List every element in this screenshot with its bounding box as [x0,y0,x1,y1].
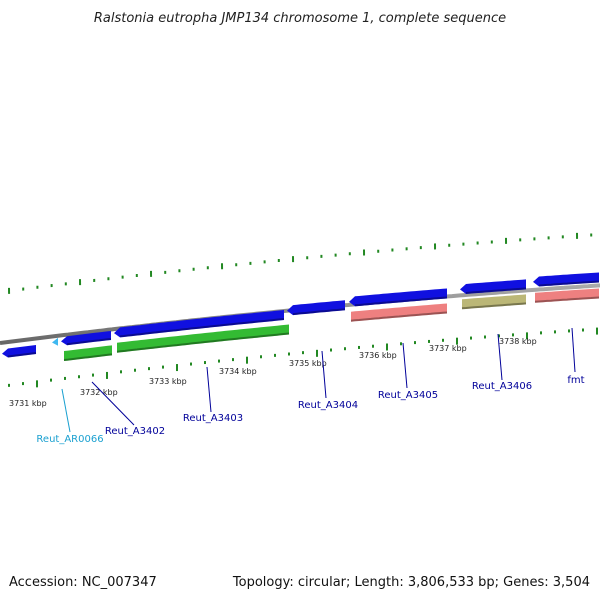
gene-feature-shade [350,311,448,322]
accession-text: Accession: NC_007347 [9,575,157,590]
gene-label-reut-a3403[interactable]: Reut_A3403 [183,413,243,424]
gene-feature[interactable] [460,279,526,294]
ruler-label: 3737 kbp [429,344,467,353]
ruler-label: 3735 kbp [289,359,327,368]
gene-label-reut-a3402[interactable]: Reut_A3402 [105,426,165,437]
ruler-tick-marks [8,327,598,388]
gene-label-reut-a3404[interactable]: Reut_A3404 [298,400,358,411]
gene-feature[interactable] [64,345,112,361]
gene-label-lines [61,327,576,433]
gene-feature[interactable] [349,288,447,307]
gene-feature-shade [461,302,527,310]
gene-feature-shade [66,338,112,346]
ruler-label: 3738 kbp [499,337,537,346]
gene-label-fmt[interactable]: fmt [567,375,584,386]
gene-feature[interactable] [462,294,526,310]
gene-label-reut-ar0066[interactable]: Reut_AR0066 [36,434,103,445]
gene-feature-shade [63,353,113,361]
gene-feature[interactable] [533,272,599,287]
gene-feature[interactable] [351,303,447,322]
gene-feature[interactable] [117,324,289,353]
gene-label-reut-a3405[interactable]: Reut_A3405 [378,390,438,401]
gene-feature[interactable] [114,310,284,338]
gene-feature-shade [119,318,285,338]
ruler-label: 3733 kbp [149,377,187,386]
gene-feature[interactable] [287,300,345,316]
gene-feature[interactable] [2,345,36,358]
ruler-label: 3731 kbp [9,399,47,408]
gene-feature[interactable] [52,337,58,346]
genome-stats-text: Topology: circular; Length: 3,806,533 bp… [232,575,590,590]
gene-features[interactable] [2,272,600,362]
gene-labels[interactable]: Reut_AR0066 Reut_A3402 Reut_A3403 Reut_A… [36,375,584,445]
gene-feature-shade [538,280,600,287]
ruler-label: 3734 kbp [219,367,257,376]
ruler-label: 3732 kbp [80,388,118,397]
gene-feature-shade [354,296,448,307]
outer-tick-marks [8,232,593,294]
gene-feature-shade [292,308,346,316]
gene-label-reut-a3406[interactable]: Reut_A3406 [472,381,532,392]
gene-feature-shade [465,287,527,294]
gene-feature-shade [534,296,600,303]
gene-feature-shade [116,332,290,353]
gene-feature-shade [7,352,37,358]
ruler-label: 3736 kbp [359,351,397,360]
gene-feature[interactable] [61,331,111,346]
gene-feature[interactable] [535,288,599,303]
map-title: Ralstonia eutropha JMP134 chromosome 1, … [94,11,506,26]
